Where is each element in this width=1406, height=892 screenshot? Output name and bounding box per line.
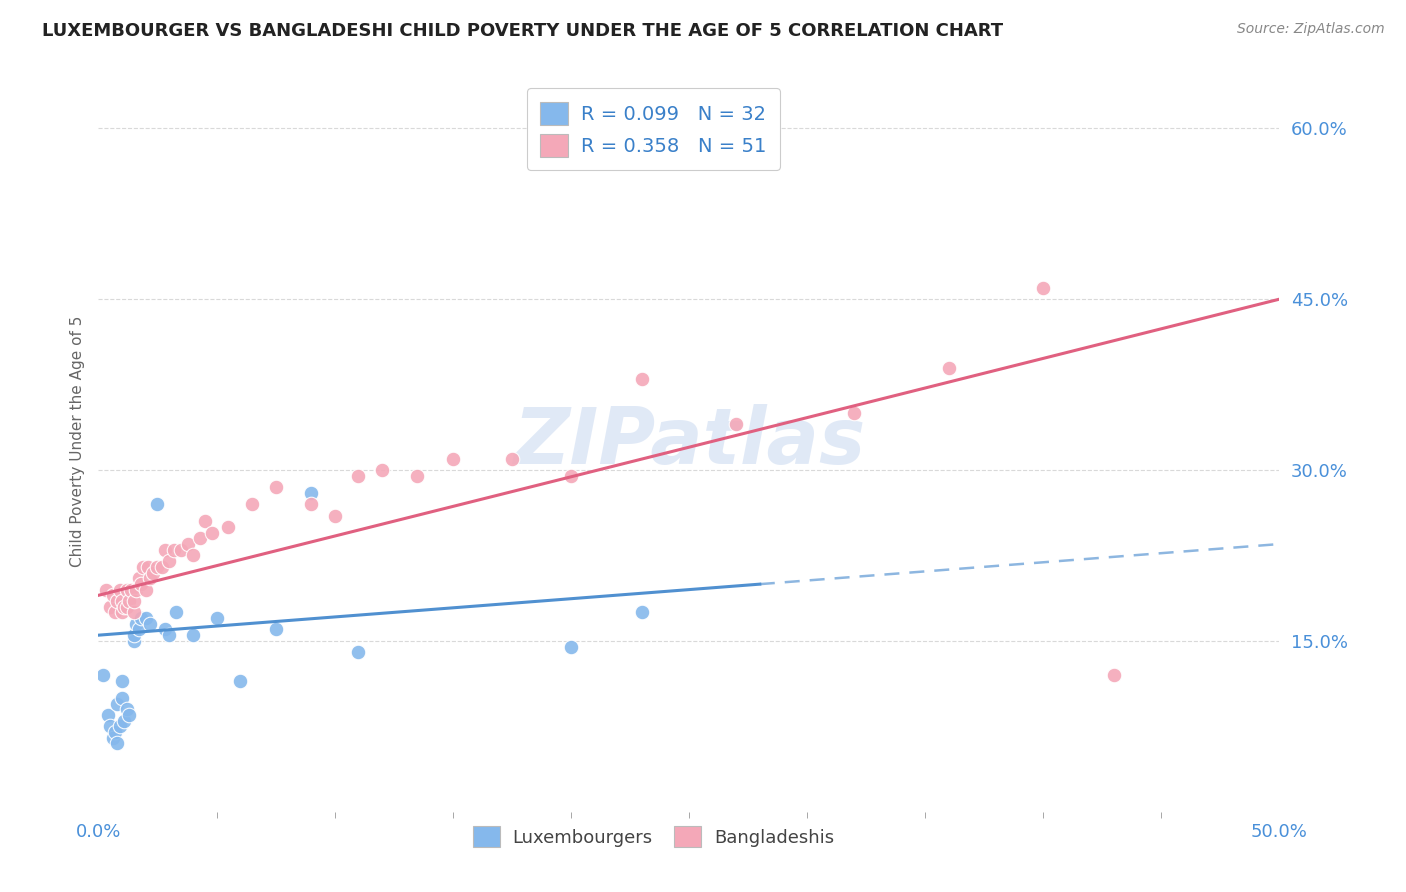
Point [188,532,211,546]
Point [630,372,652,386]
Point [560,468,582,483]
Point [108,719,131,733]
Point [105,697,128,711]
Point [157,628,180,642]
Point [371,463,394,477]
Point [725,417,748,432]
Point [98,599,121,614]
Point [132,559,155,574]
Point [128,623,150,637]
Point [844,406,866,420]
Point [115,582,138,597]
Point [122,628,145,642]
Point [217,520,239,534]
Point [938,360,960,375]
Point [122,594,145,608]
Point [94,582,117,597]
Point [264,480,287,494]
Point [163,542,186,557]
Point [129,577,152,591]
Point [104,606,127,620]
Point [630,606,652,620]
Point [111,673,134,688]
Text: ZIPatlas: ZIPatlas [513,403,865,480]
Point [170,542,193,557]
Point [111,690,134,705]
Point [111,594,134,608]
Point [136,559,159,574]
Point [128,571,150,585]
Point [323,508,346,523]
Point [560,640,582,654]
Point [177,537,200,551]
Point [105,736,128,750]
Y-axis label: Child Poverty Under the Age of 5: Child Poverty Under the Age of 5 [69,316,84,567]
Point [101,588,124,602]
Point [122,633,145,648]
Point [347,468,370,483]
Point [229,673,252,688]
Point [135,611,157,625]
Point [240,497,263,511]
Point [129,611,152,625]
Point [201,525,224,540]
Text: Source: ZipAtlas.com: Source: ZipAtlas.com [1237,22,1385,37]
Point [105,594,128,608]
Point [347,645,370,659]
Point [299,497,322,511]
Point [205,611,228,625]
Point [122,606,145,620]
Point [118,594,141,608]
Point [118,707,141,722]
Point [165,606,187,620]
Point [112,599,135,614]
Text: LUXEMBOURGER VS BANGLADESHI CHILD POVERTY UNDER THE AGE OF 5 CORRELATION CHART: LUXEMBOURGER VS BANGLADESHI CHILD POVERT… [42,22,1004,40]
Point [98,719,121,733]
Point [146,559,169,574]
Point [139,571,162,585]
Point [111,606,134,620]
Point [115,702,138,716]
Point [181,628,204,642]
Point [181,549,204,563]
Point [142,566,165,580]
Point [139,616,162,631]
Point [97,707,120,722]
Point [91,668,114,682]
Point [150,559,173,574]
Point [121,582,143,597]
Point [406,468,429,483]
Point [1032,281,1054,295]
Point [194,514,217,528]
Point [441,451,464,466]
Point [153,623,176,637]
Point [299,485,322,500]
Point [112,714,135,728]
Point [125,616,148,631]
Point [108,582,131,597]
Point [104,725,127,739]
Point [146,497,169,511]
Point [101,731,124,745]
Point [501,451,523,466]
Point [125,582,148,597]
Point [1102,668,1125,682]
Point [153,542,176,557]
Legend: Luxembourgers, Bangladeshis: Luxembourgers, Bangladeshis [465,819,841,855]
Point [115,599,138,614]
Point [135,582,157,597]
Point [264,623,287,637]
Point [157,554,180,568]
